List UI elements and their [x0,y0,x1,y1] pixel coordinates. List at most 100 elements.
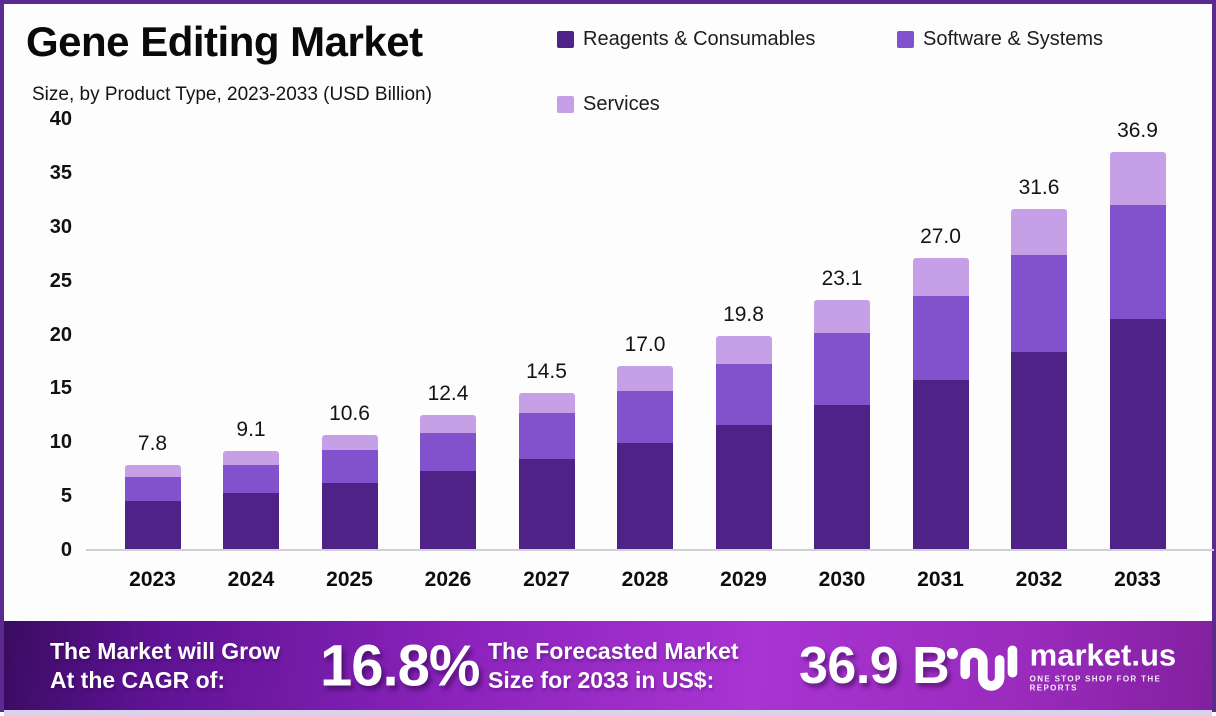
stacked-bar [518,392,575,549]
bar-segment [420,471,476,549]
legend-label: Services [583,93,660,115]
bar-segment [1011,208,1067,255]
x-axis-label: 2025 [326,568,373,591]
bar-segment [124,500,181,549]
bar-segment [1109,205,1166,319]
brand-tagline: ONE STOP SHOP FOR THE REPORTS [1029,674,1162,692]
bottom-accent-strip [4,710,1212,716]
x-axis-label: 2030 [818,568,866,591]
x-axis-label: 2032 [1015,568,1063,591]
cagr-label-line1: The Market will Grow [50,637,281,664]
legend-swatch-icon [557,31,574,48]
stacked-bar [1109,151,1166,549]
bar-segment [124,465,181,477]
x-axis-label: 2023 [129,568,176,591]
bar-value-label: 23.1 [821,267,863,291]
x-axis-label: 2029 [720,568,767,591]
stacked-bar [715,335,772,549]
y-tick-label: 30 [49,215,72,238]
y-tick-label: 35 [49,162,72,185]
y-tick-label: 20 [49,323,72,346]
bar-segment [518,413,575,459]
chart-subtitle: Size, by Product Type, 2023-2033 (USD Bi… [32,84,432,105]
x-axis-label: 2026 [424,568,472,591]
cagr-value: 16.8% [320,633,480,698]
cagr-label-line2: At the CAGR of: [50,666,226,693]
bar-segment [321,483,378,549]
stacked-bar [223,451,279,549]
y-tick-label: 0 [60,539,72,561]
bar-segment [912,258,969,296]
stacked-bar [124,465,181,549]
stacked-bar [814,300,870,549]
bar-segment [518,392,575,414]
bar-segment [223,451,279,465]
forecast-label: The Forecasted Market Size for 2033 in U… [488,636,739,694]
stacked-bar [617,365,673,549]
bar-value-label: 9.1 [236,418,266,441]
stacked-bar [420,415,476,549]
bar-value-label: 19.8 [723,302,764,326]
cagr-label: The Market will Grow At the CAGR of: [50,636,280,694]
legend-item: Software & Systems [897,28,1103,51]
x-axis-label: 2031 [917,568,964,591]
y-tick-label: 25 [49,269,72,292]
page-title: Gene Editing Market [26,18,423,65]
bar-value-label: 14.5 [526,359,567,383]
footer-banner: The Market will Grow At the CAGR of: 16.… [4,621,1212,710]
plot-area: 7.8 2023 9.1 2024 10.6 2025 12.4 2026 14.5 2027 17… [86,117,1214,591]
legend-item: Services [557,93,660,116]
bar-segment [617,365,673,391]
brand-logo: market.us ONE STOP SHOP FOR THE REPORTS [946,639,1212,692]
y-tick-label: 10 [49,431,72,454]
bar-segment [321,449,378,484]
bar-segment [223,493,279,549]
stacked-bar [321,434,378,549]
bar-segment [518,458,575,549]
marketus-logo-icon [946,645,1018,691]
bar-segment [715,335,772,364]
x-axis-label: 2024 [227,568,275,591]
bar-segment [814,332,870,405]
stacked-bar [1011,208,1067,549]
brand-name: market.us [1029,637,1177,672]
bar-segment [321,434,378,450]
bar-segment [1011,351,1067,549]
bar-segment [715,363,772,426]
bar-segment [617,443,673,549]
bar-segment [223,465,279,493]
legend-swatch-icon [557,96,574,113]
legend-swatch-icon [897,31,914,48]
bar-segment [617,390,673,444]
y-tick-label: 5 [60,485,72,508]
y-axis: 0 5 10 15 20 25 30 35 40 [26,108,72,561]
bar-segment [124,476,181,501]
stacked-bar [912,258,969,549]
bar-segment [912,379,969,549]
forecast-label-line1: The Forecasted Market [488,637,739,664]
bar-segment [715,425,772,549]
forecast-label-line2: Size for 2033 in US$: [488,666,715,693]
y-tick-label: 15 [49,377,72,400]
legend-label: Software & Systems [923,28,1104,50]
bar-segment [1011,255,1067,352]
forecast-value: 36.9 B [799,636,950,695]
bar-value-label: 31.6 [1018,175,1060,199]
x-axis-label: 2028 [621,568,669,591]
bar-segment [420,415,476,433]
x-axis-label: 2027 [523,568,570,591]
bar-value-label: 36.9 [1117,118,1158,142]
bar-segment [1109,318,1166,549]
bar-value-label: 12.4 [427,382,469,406]
x-axis-label: 2033 [1114,568,1161,591]
bar-value-label: 17.0 [624,332,666,356]
bar-segment [1109,151,1166,206]
bar-segment [814,300,870,333]
bar-value-label: 10.6 [329,401,370,425]
brand-text: market.us ONE STOP SHOP FOR THE REPORTS [1030,639,1212,692]
legend-item: Reagents & Consumables [557,28,815,51]
legend-label: Reagents & Consumables [583,28,816,50]
bar-segment [912,295,969,380]
y-tick-label: 40 [49,108,72,131]
